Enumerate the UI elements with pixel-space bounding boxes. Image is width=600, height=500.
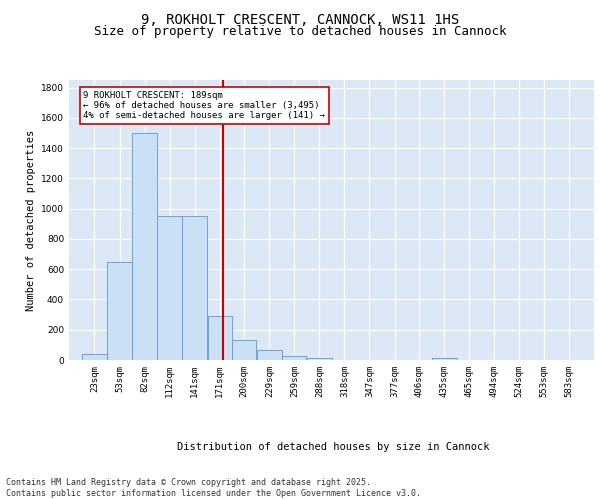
Bar	[182, 216, 207, 360]
Bar	[232, 340, 256, 360]
Bar	[307, 358, 332, 360]
Text: 9 ROKHOLT CRESCENT: 189sqm
← 96% of detached houses are smaller (3,495)
4% of se: 9 ROKHOLT CRESCENT: 189sqm ← 96% of deta…	[83, 90, 325, 120]
Text: Contains HM Land Registry data © Crown copyright and database right 2025.
Contai: Contains HM Land Registry data © Crown c…	[6, 478, 421, 498]
Bar	[282, 356, 307, 360]
Text: Distribution of detached houses by size in Cannock: Distribution of detached houses by size …	[177, 442, 489, 452]
Text: 9, ROKHOLT CRESCENT, CANNOCK, WS11 1HS: 9, ROKHOLT CRESCENT, CANNOCK, WS11 1HS	[141, 12, 459, 26]
Bar	[208, 316, 232, 360]
Bar	[157, 216, 182, 360]
Y-axis label: Number of detached properties: Number of detached properties	[26, 130, 35, 310]
Bar	[107, 262, 131, 360]
Text: Size of property relative to detached houses in Cannock: Size of property relative to detached ho…	[94, 25, 506, 38]
Bar	[257, 350, 282, 360]
Bar	[132, 133, 157, 360]
Bar	[82, 354, 107, 360]
Bar	[431, 358, 457, 360]
